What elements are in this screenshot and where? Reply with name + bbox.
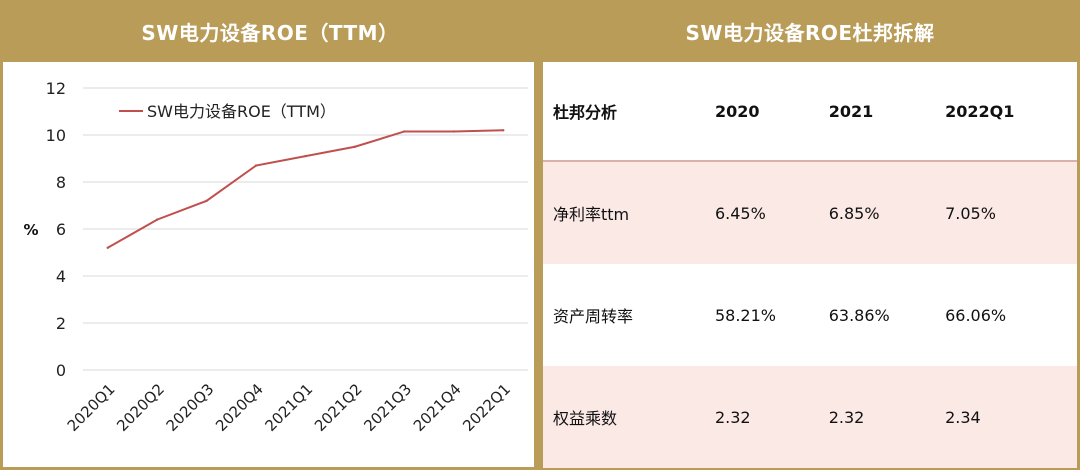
y-tick-label: 8 xyxy=(56,173,66,192)
y-tick-label: 4 xyxy=(56,267,66,286)
dupont-table-area: 杜邦分析 2020 2021 2022Q1 净利率ttm 6.45% 6.85%… xyxy=(543,62,1077,468)
series-line xyxy=(107,129,504,249)
x-tick-label: 2021Q4 xyxy=(410,380,465,435)
table-cell: 66.06% xyxy=(945,305,1007,325)
y-tick-label: 6 xyxy=(56,220,66,239)
x-tick-label: 2020Q1 xyxy=(64,380,119,435)
data-point xyxy=(254,164,258,167)
data-point xyxy=(403,130,406,133)
roe-line-chart: 0 2 4 6 8 10 12% 2020Q12020Q22020Q32020Q42021Q1… xyxy=(23,79,528,435)
y-tick-label: 0 xyxy=(56,361,66,380)
table-cell: 63.86% xyxy=(828,305,890,325)
legend-label: SW电力设备ROE（TTM） xyxy=(147,102,336,121)
y-tick-label: 12 xyxy=(46,79,66,98)
right-panel: SW电力设备ROE杜邦拆解 杜邦分析 2020 2021 2022Q1 净利率t… xyxy=(540,0,1080,470)
y-tick-label: 10 xyxy=(46,126,66,145)
table-row: 权益乘数 2.32 2.32 2.34 xyxy=(543,366,1077,468)
x-tick-label: 2021Q1 xyxy=(262,380,317,435)
table-cell: 6.85% xyxy=(818,161,936,264)
left-panel-title: SW电力设备ROE（TTM） xyxy=(0,0,540,62)
dupont-table: 杜邦分析 2020 2021 2022Q1 净利率ttm 6.45% 6.85%… xyxy=(543,62,1077,468)
data-point xyxy=(106,246,109,249)
table-header-cell: 2021 xyxy=(818,62,936,162)
data-point xyxy=(155,218,159,221)
x-tick-label: 2020Q3 xyxy=(163,380,218,435)
x-tick-label: 2020Q2 xyxy=(113,380,168,435)
table-cell: 6.45% xyxy=(704,161,819,264)
table-header-cell: 杜邦分析 xyxy=(543,62,705,162)
right-panel-title: SW电力设备ROE杜邦拆解 xyxy=(540,0,1080,62)
x-tick-label: 2020Q4 xyxy=(212,380,267,435)
data-point xyxy=(205,199,208,202)
table-cell: 7.05% xyxy=(935,161,1077,264)
data-point xyxy=(502,129,505,132)
y-axis-label: % xyxy=(23,221,38,239)
table-cell: 净利率ttm xyxy=(543,161,705,264)
table-cell: 资产周转率 xyxy=(553,307,634,326)
data-point xyxy=(452,130,456,133)
data-point xyxy=(304,154,307,158)
table-row: 净利率ttm 6.45% 6.85% 7.05% xyxy=(543,161,1077,264)
left-panel: SW电力设备ROE（TTM） 0 2 4 6 8 10 12% 2020Q1 2020Q2 202… xyxy=(0,0,540,470)
x-tick-label: 2021Q2 xyxy=(311,380,366,435)
chart-area: 0 2 4 6 8 10 12% 2020Q1 2020Q2 2020Q3 2020Q4 2021Q1… xyxy=(3,62,534,467)
table-cell: 权益乘数 xyxy=(543,366,705,468)
y-tick-label: 2 xyxy=(56,314,66,333)
table-header-cell: 2020 xyxy=(704,62,819,162)
table-cell: 2.34 xyxy=(935,366,1077,468)
table-cell: 2.32 xyxy=(704,366,819,468)
table-header-row: 杜邦分析 2020 2021 2022Q1 xyxy=(543,62,1077,162)
table-cell: 58.21% xyxy=(714,305,776,325)
x-tick-label: 2021Q3 xyxy=(360,380,415,435)
data-point xyxy=(353,145,357,148)
x-tick-label: 2022Q1 xyxy=(459,380,514,435)
table-header-cell: 2022Q1 xyxy=(935,62,1077,162)
table-cell: 2.32 xyxy=(818,366,936,468)
table-row: 资产周转率 58.21% 63.86% 66.06% xyxy=(543,264,1077,366)
